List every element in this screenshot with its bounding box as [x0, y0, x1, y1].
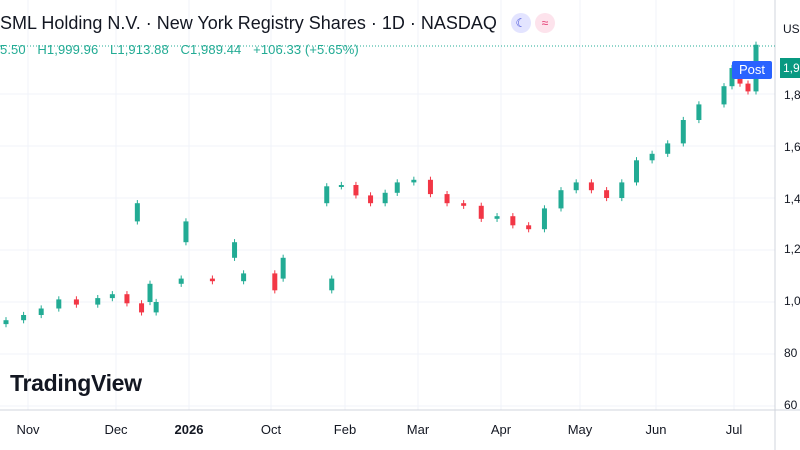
y-tick-label: 1,2	[784, 242, 800, 256]
candle-body	[649, 153, 655, 161]
candle-body	[619, 182, 625, 198]
y-tick-label: 80	[784, 346, 798, 360]
symbol-title[interactable]: SML Holding N.V. · New York Registry Sha…	[0, 12, 497, 33]
x-tick-label: Mar	[406, 422, 430, 437]
candle-body	[109, 294, 115, 299]
candle-body	[38, 308, 44, 315]
x-tick-label: Nov	[16, 422, 40, 437]
chart-header: SML Holding N.V. · New York Registry Sha…	[0, 10, 559, 36]
candle-body	[478, 205, 484, 219]
currency-label: US	[783, 22, 800, 36]
candle-body	[680, 120, 686, 144]
candle-body	[209, 278, 215, 282]
ohlc-high: H1,999.96	[37, 42, 99, 57]
x-tick-label: Dec	[104, 422, 128, 437]
x-tick-label: Jul	[725, 422, 743, 437]
x-tick-label: 2026	[174, 422, 204, 437]
candle-body	[324, 186, 330, 204]
ohlc-close: C1,989.44	[180, 42, 242, 57]
candle-body	[329, 278, 335, 291]
candle-body	[73, 299, 79, 305]
candle-body	[510, 216, 516, 226]
x-tick-label: Apr	[490, 422, 512, 437]
ohlc-change: +106.33 (+5.65%)	[253, 42, 359, 57]
current-price-label: 1,9	[780, 58, 800, 78]
candle-body	[526, 225, 532, 230]
candle-body	[368, 195, 374, 204]
candle-body	[3, 320, 9, 325]
candle-body	[494, 216, 500, 219]
candle-body	[56, 299, 62, 309]
ohlc-open: 5.50	[0, 42, 26, 57]
candle-body	[665, 143, 671, 154]
wave-icon[interactable]: ≈	[534, 13, 555, 33]
candle-body	[272, 273, 278, 291]
ohlc-legend: 5.50 H1,999.96 L1,913.88 C1,989.44 +106.…	[0, 42, 367, 57]
candle-body	[241, 273, 247, 282]
candle-body	[153, 302, 159, 313]
candle-body	[411, 179, 417, 183]
candle-body	[634, 160, 639, 183]
candle-body	[338, 185, 344, 187]
candle-body	[745, 83, 751, 92]
candle-body	[280, 257, 286, 279]
candle-body	[232, 242, 238, 258]
candle-body	[139, 303, 145, 313]
candle-body	[558, 190, 564, 209]
candle-body	[178, 278, 184, 284]
candle-body	[353, 185, 359, 196]
tradingview-logo[interactable]: TradingView	[10, 370, 142, 396]
y-tick-label: 1,0	[784, 294, 800, 308]
candle-body	[604, 190, 610, 198]
candle-body	[124, 294, 130, 304]
candle-body	[696, 104, 702, 120]
y-tick-label: 1,4	[784, 192, 800, 206]
ohlc-low: L1,913.88	[110, 42, 169, 57]
x-tick-label: Oct	[260, 422, 282, 437]
post-market-label: Post	[732, 61, 772, 79]
candle-body	[541, 208, 547, 230]
candle-body	[21, 315, 27, 321]
x-tick-label: Feb	[333, 422, 357, 437]
candle-body	[427, 179, 433, 195]
candle-body	[382, 192, 388, 204]
candle-body	[95, 298, 101, 305]
moon-icon[interactable]: ☾	[510, 13, 531, 33]
x-tick-label: Jun	[645, 422, 667, 437]
candle-body	[183, 221, 189, 243]
candle-body	[394, 182, 400, 193]
candle-body	[461, 203, 467, 206]
candle-body	[444, 194, 450, 204]
header-icons: ☾ ≈	[510, 13, 559, 33]
x-tick-label: May	[567, 422, 593, 437]
candle-body	[721, 86, 727, 105]
candle-body	[573, 182, 579, 191]
candle-body	[588, 182, 594, 191]
candle-body	[147, 283, 153, 302]
candle-body	[134, 203, 140, 222]
y-tick-label: 1,6	[784, 140, 800, 154]
y-tick-label: 1,8	[784, 88, 800, 102]
y-tick-label: 60	[784, 398, 798, 412]
